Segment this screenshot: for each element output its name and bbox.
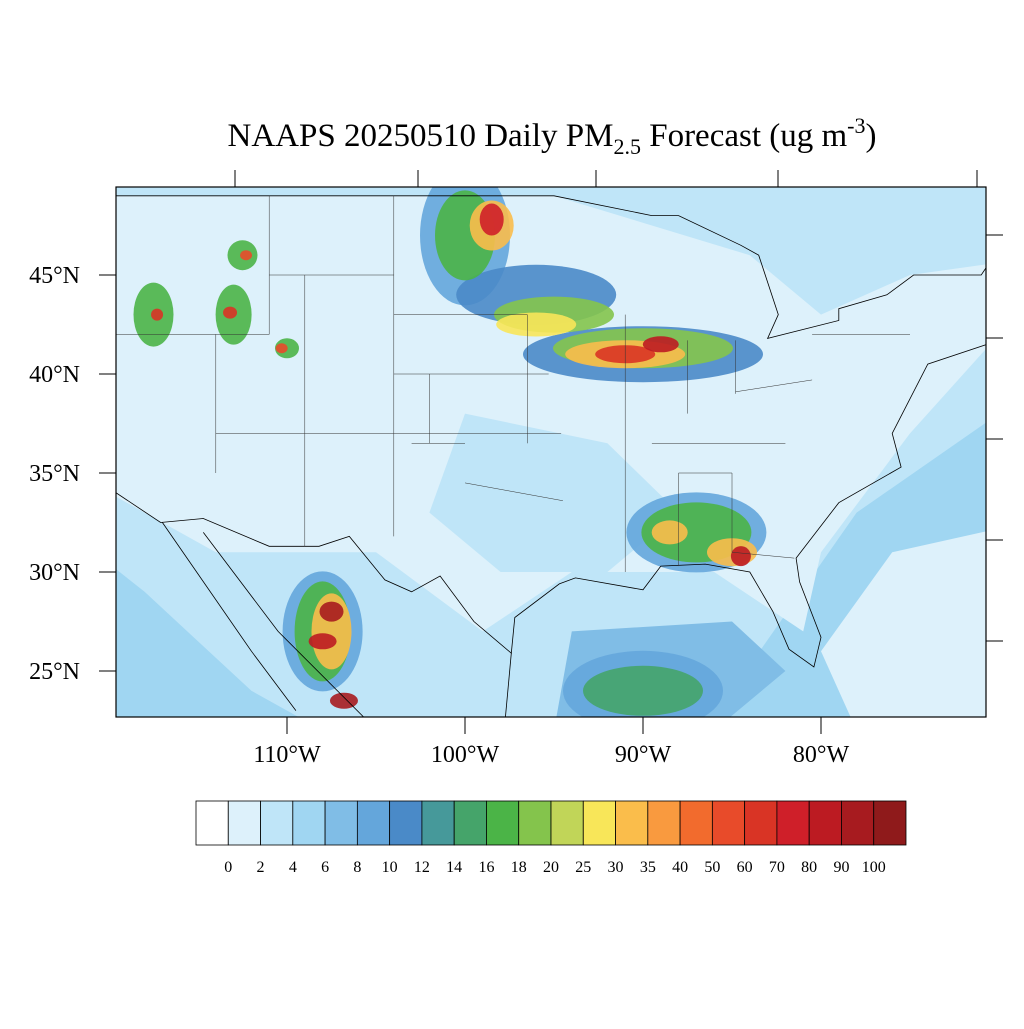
coastline [116,195,986,668]
state-border [731,551,795,559]
colorbar-label: 40 [672,859,688,876]
lon-label: 110°W [253,742,321,768]
state-border [735,379,813,393]
map-frame [115,186,987,718]
colorbar-label: 0 [224,859,232,876]
title-subscript: 2.5 [613,134,641,159]
colorbar-box [195,800,229,846]
colorbar-label: 90 [833,859,849,876]
title: NAAPS 20250510 Daily PM2.5 Forecast (ug … [228,113,877,159]
title-end: ) [866,118,877,154]
colorbar-box [421,800,455,846]
colorbar-label: 25 [575,859,591,876]
colorbar-label: 60 [737,859,753,876]
colorbar-label: 8 [353,859,361,876]
colorbar-label: 20 [543,859,559,876]
frame-ticks [234,170,1003,642]
axis-labels: 45°N 40°N 35°N 30°N 25°N 110°W 100°W 90°W 80°W [29,263,849,768]
smoke-plume [651,520,688,545]
title-main: NAAPS 20250510 Daily PM [228,118,614,154]
smoke-plume [240,250,253,261]
state-border [464,482,563,501]
lat-label: 40°N [29,362,80,388]
lon-label: 80°W [793,742,850,768]
smoke-plume [151,308,164,321]
colorbar-label: 50 [704,859,720,876]
colorbar-box [260,800,294,846]
lat-label: 45°N [29,263,80,289]
plains-haze [429,413,679,572]
lat-label: 25°N [29,659,80,685]
colorbar-label: 12 [414,859,430,876]
smoke-plume [730,546,751,567]
colorbar-label: 70 [769,859,785,876]
colorbar-label: 16 [478,859,494,876]
colorbar-box [711,800,746,846]
smoke-plume [308,633,337,650]
title-middle: Forecast (ug m [641,118,848,154]
colorbar-box [292,800,326,846]
colorbar-label: 4 [289,859,297,876]
smoke-plume [479,203,504,236]
colorbar-box [776,800,810,846]
colorbar-box [356,800,391,846]
colorbar: 0 2 4 6 8 10 12 14 16 18 20 25 30 35 40 50 60 70 80 90 100 [195,800,907,876]
colorbar-box [453,800,487,846]
colorbar-label: 10 [382,859,398,876]
colorbar-label: 80 [801,859,817,876]
colorbar-box [679,800,713,846]
title-superscript: -3 [847,113,865,138]
colorbar-box [486,800,520,846]
smoke-plume [642,336,679,353]
colorbar-label: 2 [257,859,265,876]
colorbar-box [615,800,649,846]
smoke-plume [319,601,344,622]
colorbar-label: 35 [640,859,656,876]
colorbar-label: 18 [511,859,527,876]
land-clean [116,195,986,632]
colorbar-box [808,800,842,846]
map-area [116,187,986,717]
lon-label: 90°W [615,742,672,768]
coastline [505,653,512,717]
atlantic-clean [821,531,986,717]
colorbar-box [324,800,358,846]
colorbar-box [744,800,778,846]
colorbar-box [550,800,584,846]
colorbar-label: 30 [608,859,624,876]
colorbar-box [873,800,907,846]
lat-label: 35°N [29,461,80,487]
colorbar-box [518,800,552,846]
colorbar-label: 14 [446,859,462,876]
smoke-plume [583,665,703,716]
smoke-plume [329,692,358,709]
smoke-plume [275,343,288,354]
smoke-plume [223,306,238,319]
colorbar-box [647,800,681,846]
coastline [162,522,297,711]
colorbar-box [582,800,616,846]
coastline [202,532,365,717]
colorbar-box [227,800,261,846]
lat-label: 30°N [29,560,80,586]
colorbar-box [841,800,875,846]
smoke-plume [496,312,577,337]
colorbar-label: 100 [862,859,886,876]
colorbar-label: 6 [321,859,329,876]
colorbar-box [389,800,423,846]
lon-label: 100°W [431,742,500,768]
